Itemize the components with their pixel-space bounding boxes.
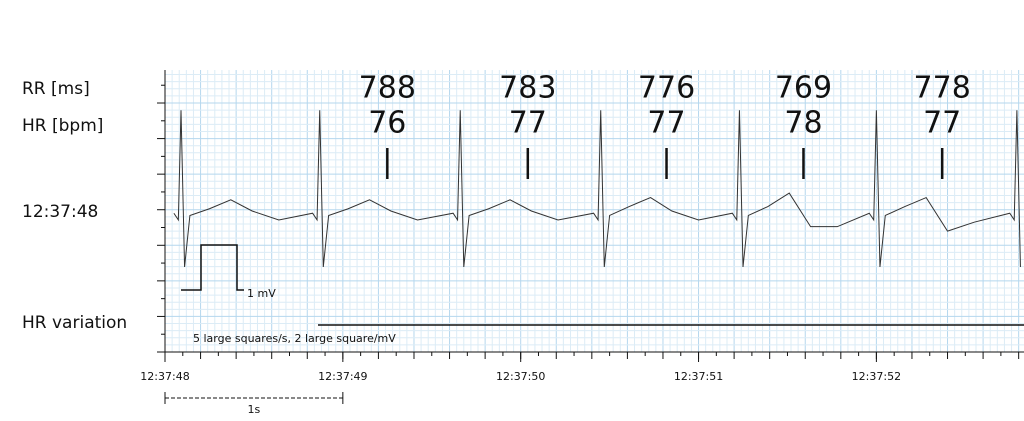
hr-value: 77 — [923, 106, 961, 141]
hr-value: 76 — [368, 106, 406, 141]
rr-value: 769 — [775, 71, 832, 106]
hr-value: 77 — [509, 106, 547, 141]
hr-value: 77 — [647, 106, 685, 141]
hr-row-label: HR [bpm] — [22, 116, 103, 136]
rr-value: 783 — [499, 71, 556, 106]
time-row-label: 12:37:48 — [22, 202, 98, 222]
rr-value: 776 — [638, 71, 695, 106]
hr-value: 78 — [784, 106, 822, 141]
grid — [164, 70, 1024, 353]
calibration-label: 1 mV — [247, 287, 276, 300]
ecg-trace — [173, 110, 1021, 268]
rr-value: 778 — [914, 71, 971, 106]
x-tick-label: 12:37:51 — [674, 370, 723, 383]
rr-value: 788 — [359, 71, 416, 106]
calibration-pulse — [181, 244, 244, 291]
hr-variation-label: HR variation — [22, 313, 127, 333]
x-tick-label: 12:37:48 — [140, 370, 189, 383]
scale-bar-label: 1s — [248, 403, 261, 416]
x-tick-label: 12:37:52 — [852, 370, 901, 383]
rr-row-label: RR [ms] — [22, 79, 90, 99]
scale-note: 5 large squares/s, 2 large square/mV — [193, 332, 396, 345]
x-tick-label: 12:37:49 — [318, 370, 367, 383]
x-tick-label: 12:37:50 — [496, 370, 545, 383]
